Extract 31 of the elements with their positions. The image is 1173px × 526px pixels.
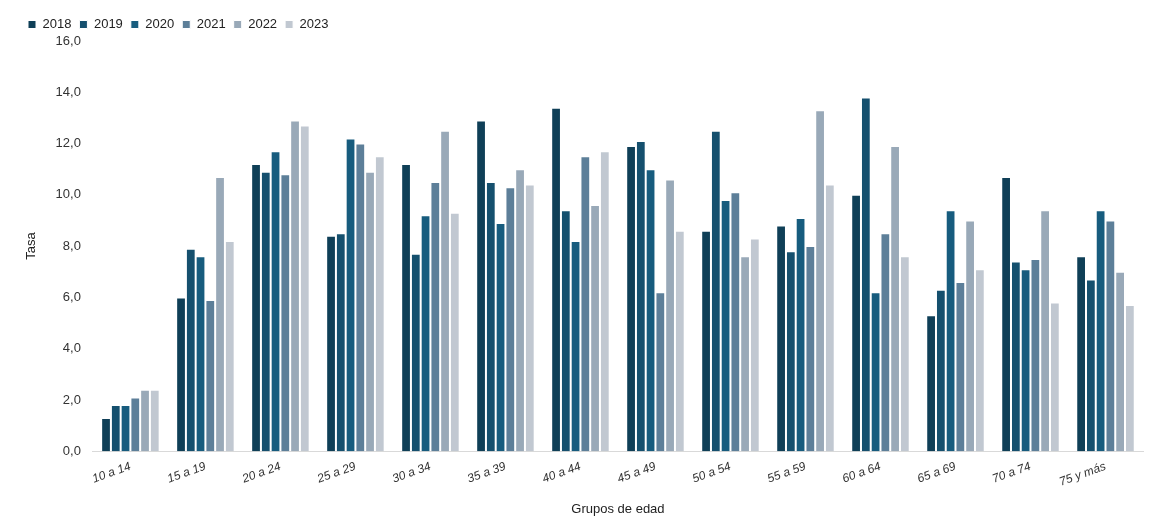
- y-tick-label: 16,0: [55, 32, 81, 48]
- legend-label: 2023: [299, 16, 329, 32]
- x-tick-label: 50 a 54: [690, 458, 733, 486]
- legend-label: 2020: [145, 16, 175, 32]
- x-tick-label: 15 a 19: [165, 458, 208, 486]
- x-tick-label: 20 a 24: [239, 458, 283, 486]
- y-tick-label: 12,0: [55, 135, 81, 151]
- x-tick-label: 75 y más: [1057, 458, 1108, 489]
- x-tick-label: 40 a 44: [540, 458, 583, 486]
- legend-label: 2019: [93, 16, 123, 32]
- legend-label: 2018: [42, 16, 72, 32]
- y-tick-label: 0,0: [62, 442, 81, 458]
- y-tick-label: 6,0: [62, 288, 81, 304]
- x-tick-label: 10 a 14: [90, 458, 133, 486]
- y-tick-label: 2,0: [62, 391, 81, 407]
- x-tick-label: 35 a 39: [465, 458, 508, 486]
- x-tick-label: 65 a 69: [915, 458, 958, 486]
- x-tick-label: 55 a 59: [765, 458, 808, 486]
- legend-label: 2022: [248, 16, 278, 32]
- x-axis-title: Grupos de edad: [571, 500, 665, 516]
- y-tick-label: 14,0: [55, 83, 81, 99]
- x-tick-label: 25 a 29: [314, 458, 358, 486]
- x-tick-label: 60 a 64: [840, 458, 883, 486]
- x-tick-label: 45 a 49: [615, 458, 658, 486]
- x-tick-label: 70 a 74: [990, 458, 1033, 486]
- y-axis-title: Tasa: [23, 231, 39, 260]
- y-tick-label: 10,0: [55, 186, 81, 202]
- y-tick-label: 8,0: [62, 237, 81, 253]
- legend-label: 2021: [196, 16, 226, 32]
- y-tick-label: 4,0: [62, 340, 81, 356]
- x-tick-label: 30 a 34: [390, 458, 433, 486]
